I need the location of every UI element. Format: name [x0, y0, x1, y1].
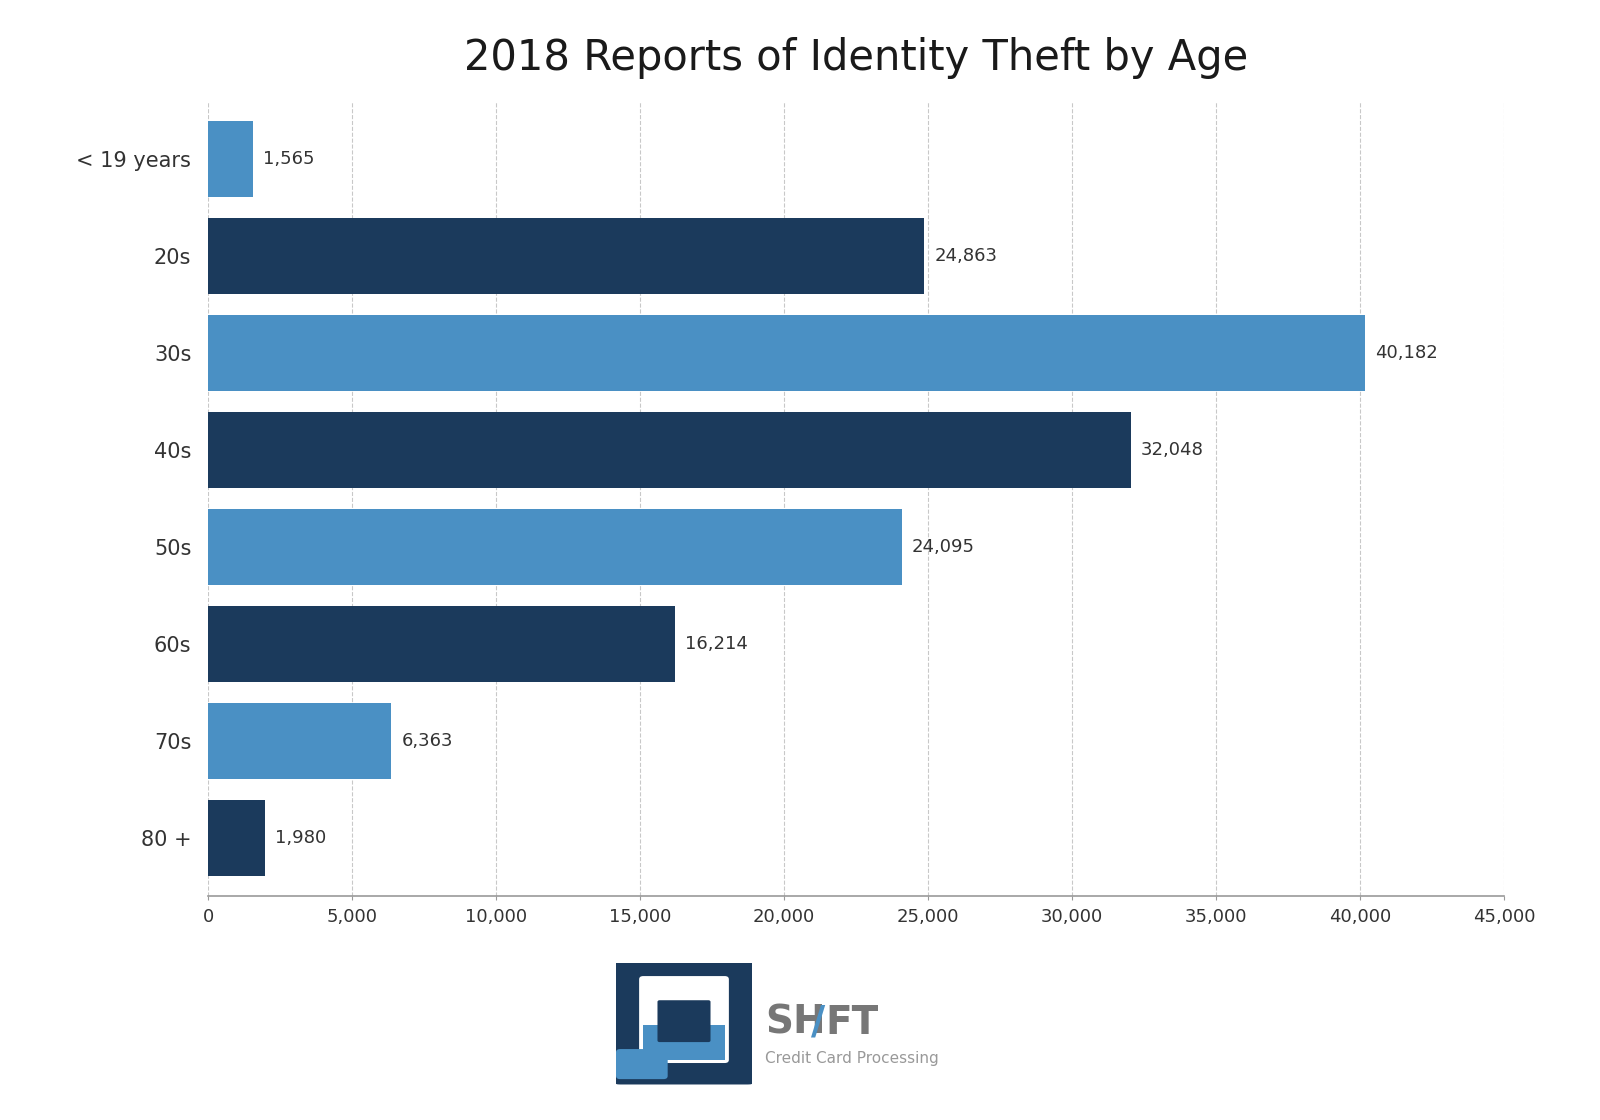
Text: 32,048: 32,048 [1141, 441, 1203, 459]
FancyBboxPatch shape [610, 958, 758, 1084]
Text: Credit Card Processing: Credit Card Processing [765, 1051, 939, 1066]
FancyBboxPatch shape [658, 1000, 710, 1042]
FancyBboxPatch shape [616, 1049, 667, 1080]
Bar [208, 218, 925, 293]
Bar [208, 121, 253, 197]
FancyBboxPatch shape [638, 976, 730, 1063]
Bar [208, 800, 266, 876]
Text: 1,980: 1,980 [275, 829, 326, 847]
Text: FT: FT [826, 1004, 878, 1042]
Text: 16,214: 16,214 [685, 635, 747, 653]
Title: 2018 Reports of Identity Theft by Age: 2018 Reports of Identity Theft by Age [464, 37, 1248, 80]
Text: 40,182: 40,182 [1376, 344, 1438, 362]
Text: 24,095: 24,095 [912, 538, 974, 556]
Text: 6,363: 6,363 [402, 731, 453, 749]
Text: 24,863: 24,863 [934, 248, 997, 265]
Bar [208, 510, 902, 585]
FancyBboxPatch shape [643, 1026, 725, 1060]
Bar [208, 606, 675, 682]
Text: /: / [811, 1004, 826, 1042]
Text: 1,565: 1,565 [262, 150, 315, 168]
Bar [208, 703, 392, 778]
Text: SH: SH [765, 1004, 826, 1042]
Bar [208, 315, 1365, 391]
Bar [208, 412, 1131, 487]
